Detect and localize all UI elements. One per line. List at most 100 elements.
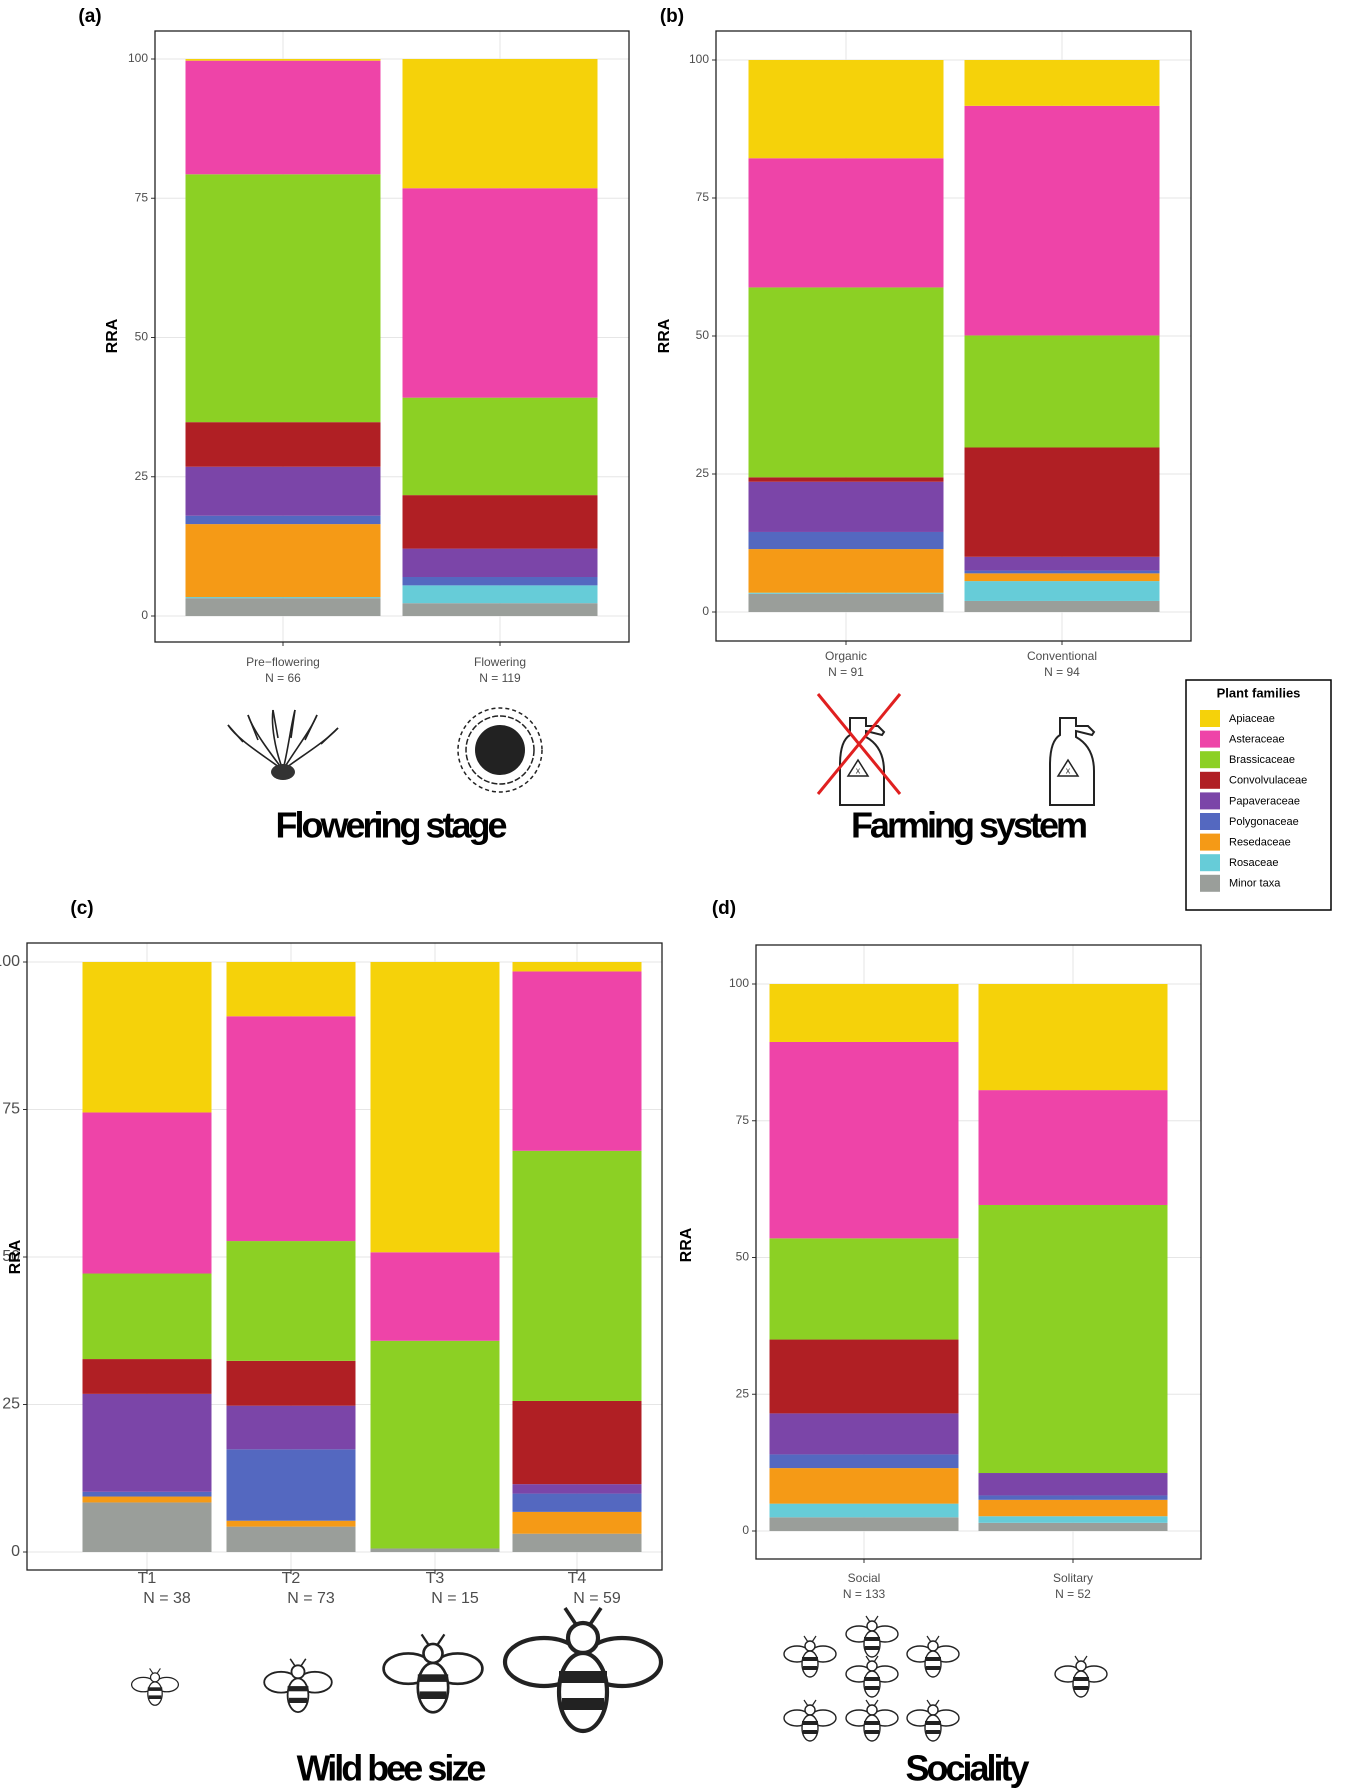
legend-label: Apiaceae	[1229, 713, 1275, 725]
legend-label: Resedaceae	[1229, 837, 1291, 849]
panel-label: (d)	[712, 898, 736, 919]
bar-segment	[186, 524, 381, 597]
bar-segment	[403, 495, 598, 548]
y-tick-label: 100	[729, 976, 749, 990]
bar-segment	[965, 601, 1160, 612]
sample-size-label: N = 52	[1055, 1587, 1091, 1601]
social-bees-icon	[784, 1616, 959, 1741]
x-tick-label: Solitary	[1053, 1571, 1093, 1585]
bar-segment	[770, 1454, 959, 1468]
x-tick-label: Conventional	[1027, 649, 1097, 663]
legend-swatch	[1200, 792, 1220, 809]
bar-segment	[770, 984, 959, 1042]
bee-icon-t2	[264, 1659, 332, 1712]
bar-segment	[770, 1238, 959, 1339]
legend-swatch	[1200, 834, 1220, 851]
bar-segment	[403, 603, 598, 616]
bar-segment	[403, 577, 598, 585]
bar-segment	[227, 1527, 356, 1552]
legend-swatch	[1200, 710, 1220, 727]
legend-swatch	[1200, 854, 1220, 871]
y-tick-label: 75	[2, 1101, 20, 1118]
bar-segment	[749, 482, 944, 532]
panel-caption: Wild bee size	[297, 1748, 486, 1789]
x-tick-label: Pre−flowering	[246, 655, 320, 669]
bar-segment	[513, 971, 642, 1150]
bar-segment	[979, 1516, 1168, 1523]
bar-segment	[83, 1502, 212, 1552]
sample-size-label: N = 15	[431, 1590, 479, 1607]
bar-segment	[227, 962, 356, 1016]
bar-segment	[770, 1413, 959, 1454]
legend-label: Convolvulaceae	[1229, 775, 1307, 787]
legend-label: Papaveraceae	[1229, 795, 1300, 807]
bar-segment	[965, 581, 1160, 601]
panel-label: (c)	[70, 898, 93, 919]
panel-caption: Farming system	[851, 805, 1086, 846]
bar-segment	[513, 1534, 642, 1552]
bar-segment	[227, 1361, 356, 1406]
bar-segment	[749, 594, 944, 612]
bar-segment	[513, 962, 642, 971]
y-axis-title: RRA	[678, 1227, 695, 1262]
panel-caption: Flowering stage	[275, 805, 506, 846]
y-tick-label: 100	[689, 52, 709, 66]
legend-label: Minor taxa	[1229, 878, 1281, 890]
x-tick-label: Flowering	[474, 655, 526, 669]
bar-segment	[770, 1468, 959, 1504]
bar-segment	[83, 1112, 212, 1273]
bar-segment	[227, 1406, 356, 1450]
bar-segment	[965, 557, 1160, 571]
bar-segment	[83, 1497, 212, 1503]
bar-segment	[749, 532, 944, 549]
x-tick-label: Social	[848, 1571, 881, 1585]
bar-segment	[227, 1449, 356, 1520]
bar-segment	[770, 1504, 959, 1518]
bar-segment	[403, 549, 598, 577]
panel-caption: Sociality	[905, 1748, 1029, 1789]
bar-segment	[83, 1492, 212, 1497]
y-tick-label: 100	[128, 51, 148, 65]
sample-size-label: N = 73	[287, 1590, 335, 1607]
bar-segment	[965, 335, 1160, 447]
bar-segment	[403, 188, 598, 397]
y-tick-label: 25	[2, 1396, 20, 1413]
bar-segment	[186, 174, 381, 422]
y-tick-label: 0	[141, 608, 148, 622]
bar-segment	[513, 1512, 642, 1534]
bar-segment	[979, 1495, 1168, 1499]
y-axis-title: RRA	[104, 318, 121, 353]
bar-segment	[186, 598, 381, 616]
bar-segment	[186, 467, 381, 516]
legend-swatch	[1200, 813, 1220, 830]
y-axis-title: RRA	[7, 1239, 24, 1274]
sample-size-label: N = 91	[828, 665, 864, 679]
bar-segment	[979, 1523, 1168, 1531]
y-tick-label: 25	[696, 466, 710, 480]
figure: x 0255075100Pre−floweringN = 66Flowering…	[0, 0, 1347, 1790]
bar-segment	[83, 1394, 212, 1492]
bar-segment	[979, 1090, 1168, 1205]
bar-segment	[371, 1548, 500, 1552]
legend-swatch	[1200, 731, 1220, 748]
y-tick-label: 0	[742, 1523, 749, 1537]
x-tick-label: T1	[138, 1570, 157, 1587]
closed-flower-icon	[228, 710, 338, 780]
bar-segment	[227, 1521, 356, 1527]
sunflower-icon	[458, 708, 542, 792]
bar-segment	[513, 1151, 642, 1401]
bar-segment	[979, 984, 1168, 1090]
legend-label: Asteraceae	[1229, 734, 1285, 746]
panel-label: (b)	[660, 6, 684, 27]
y-tick-label: 0	[11, 1543, 20, 1560]
legend-swatch	[1200, 772, 1220, 789]
bar-segment	[403, 398, 598, 495]
y-tick-label: 100	[0, 953, 20, 970]
y-axis-title: RRA	[656, 318, 673, 353]
x-tick-label: T4	[568, 1570, 587, 1587]
sample-size-label: N = 119	[479, 671, 521, 685]
bar-segment	[186, 516, 381, 524]
bar-segment	[749, 287, 944, 477]
bar-segment	[749, 60, 944, 158]
bee-icon-t4	[505, 1608, 661, 1731]
